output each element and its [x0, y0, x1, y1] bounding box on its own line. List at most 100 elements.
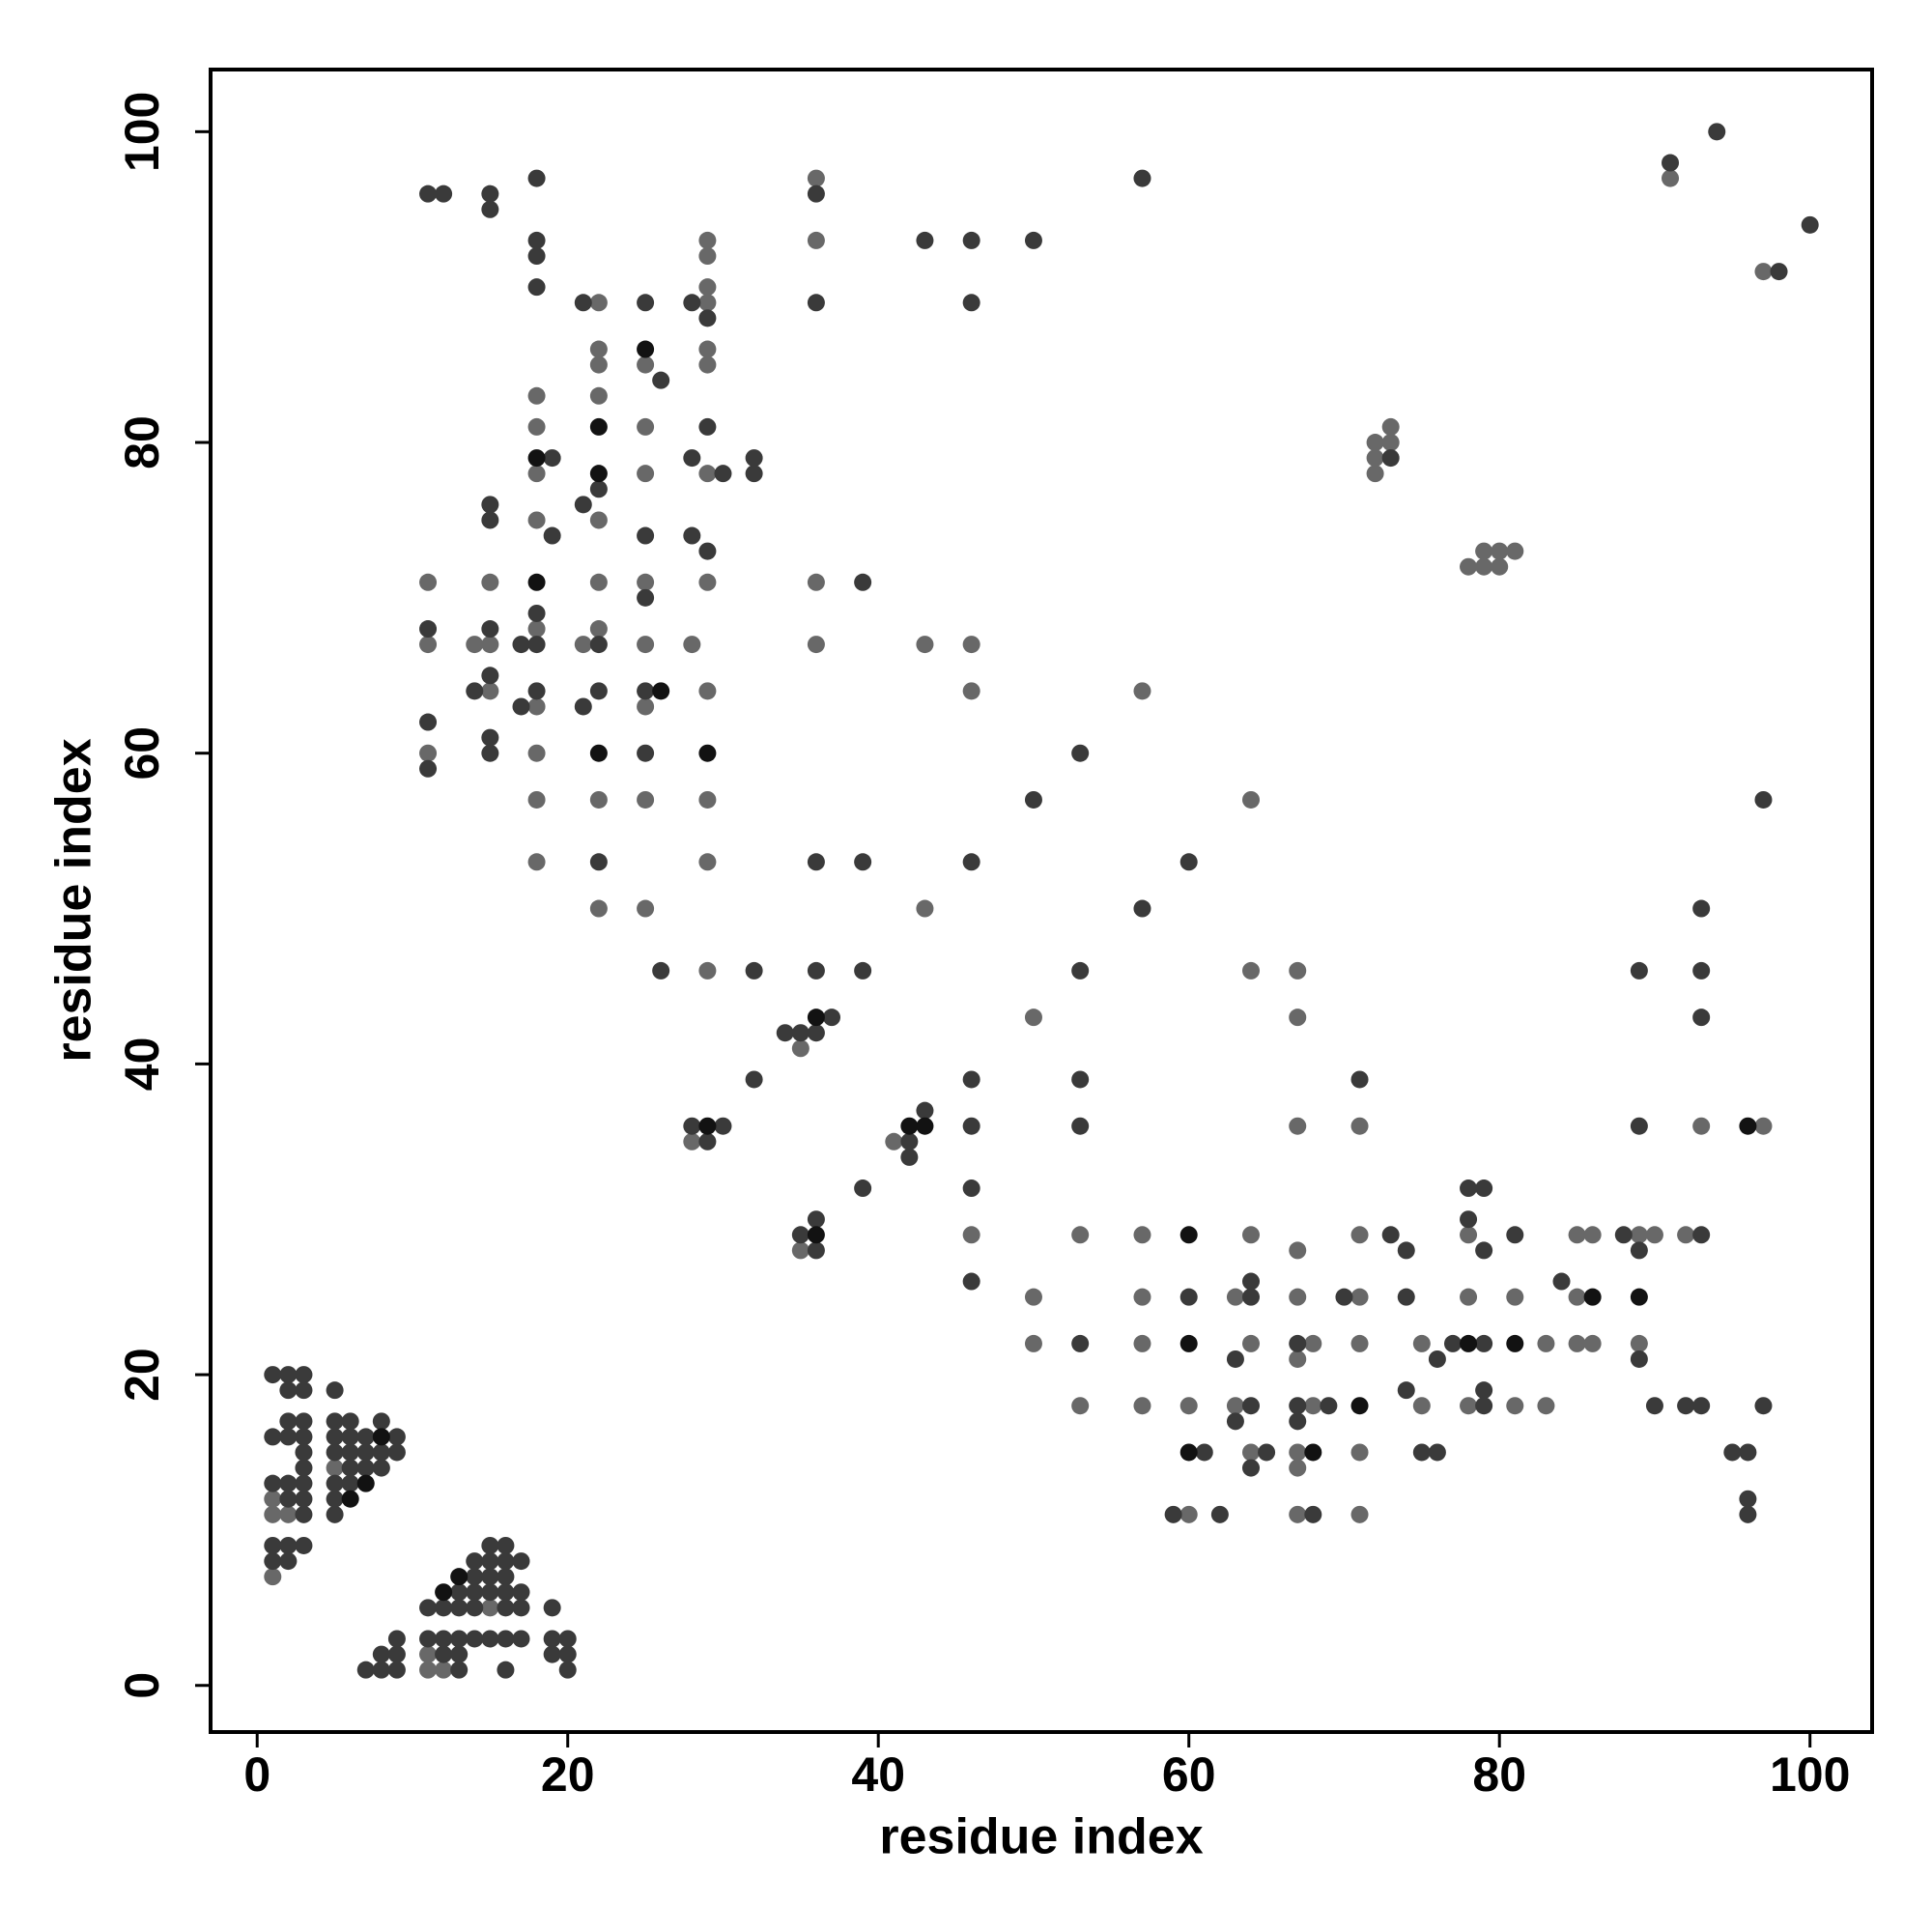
point [497, 1599, 515, 1617]
point [683, 449, 701, 468]
point [527, 697, 546, 716]
point [807, 573, 825, 591]
point [589, 417, 608, 436]
point [574, 496, 592, 514]
point [916, 1101, 934, 1120]
point [481, 620, 499, 639]
point [1397, 1288, 1415, 1306]
point [1397, 1381, 1415, 1400]
point [652, 682, 670, 700]
point [698, 309, 717, 327]
point [326, 1490, 344, 1508]
point [962, 294, 980, 312]
point [1179, 1226, 1198, 1244]
point [419, 1661, 438, 1679]
point [1443, 1334, 1462, 1352]
point [916, 231, 934, 249]
plot-frame [209, 68, 1874, 1734]
point [419, 573, 438, 591]
point [1568, 1334, 1586, 1352]
point [589, 853, 608, 871]
point [356, 1428, 375, 1446]
point [589, 340, 608, 358]
point [264, 1366, 282, 1384]
point [527, 853, 546, 871]
point [279, 1366, 298, 1384]
point [450, 1630, 469, 1648]
point [372, 1661, 390, 1679]
point [1258, 1443, 1276, 1462]
point [481, 728, 499, 747]
point [372, 1443, 390, 1462]
x-tick-label: 40 [851, 1747, 905, 1802]
point [962, 682, 980, 700]
point [1692, 1117, 1711, 1135]
point [264, 1490, 282, 1508]
point [1662, 169, 1680, 187]
point [295, 1443, 313, 1462]
point [807, 853, 825, 871]
point [1645, 1397, 1663, 1415]
point [854, 1179, 872, 1198]
point [558, 1661, 577, 1679]
point [295, 1381, 313, 1400]
point [698, 247, 717, 266]
point [1428, 1350, 1446, 1368]
point [527, 573, 546, 591]
point [1412, 1397, 1431, 1415]
point [1739, 1443, 1757, 1462]
y-tick-label: 20 [115, 1348, 169, 1402]
point [279, 1490, 298, 1508]
point [637, 526, 655, 545]
point [1071, 961, 1090, 980]
point [1491, 557, 1509, 576]
point [1630, 1350, 1648, 1368]
point [435, 185, 453, 203]
point [527, 620, 546, 639]
point [1024, 790, 1042, 809]
point [1739, 1490, 1757, 1508]
point [698, 853, 717, 871]
point [1460, 1210, 1478, 1229]
point [481, 511, 499, 529]
point [1289, 1350, 1307, 1368]
point [1614, 1226, 1633, 1244]
point [543, 449, 561, 468]
point [698, 682, 717, 700]
point [1226, 1350, 1244, 1368]
point [435, 1583, 453, 1602]
point [698, 340, 717, 358]
point [807, 1210, 825, 1229]
point [854, 573, 872, 591]
point [1506, 1334, 1524, 1352]
point [1024, 1009, 1042, 1027]
point [1662, 154, 1680, 172]
point [264, 1474, 282, 1492]
point [341, 1428, 359, 1446]
point [698, 465, 717, 483]
x-tick-label: 20 [541, 1747, 595, 1802]
y-tick-label: 80 [115, 415, 169, 469]
point [698, 542, 717, 560]
point [683, 636, 701, 654]
point [637, 697, 655, 716]
point [1491, 542, 1509, 560]
point [683, 1132, 701, 1151]
point [1537, 1397, 1555, 1415]
point [1242, 790, 1261, 809]
point [900, 1117, 919, 1135]
point [387, 1630, 406, 1648]
point [1506, 1288, 1524, 1306]
point [589, 465, 608, 483]
point [419, 744, 438, 762]
point [589, 355, 608, 374]
point [807, 636, 825, 654]
point [1460, 1397, 1478, 1415]
point [1304, 1505, 1322, 1523]
point [1381, 417, 1400, 436]
point [372, 1459, 390, 1477]
point [1537, 1334, 1555, 1352]
point [962, 1179, 980, 1198]
point [1552, 1272, 1571, 1291]
point [807, 1241, 825, 1260]
